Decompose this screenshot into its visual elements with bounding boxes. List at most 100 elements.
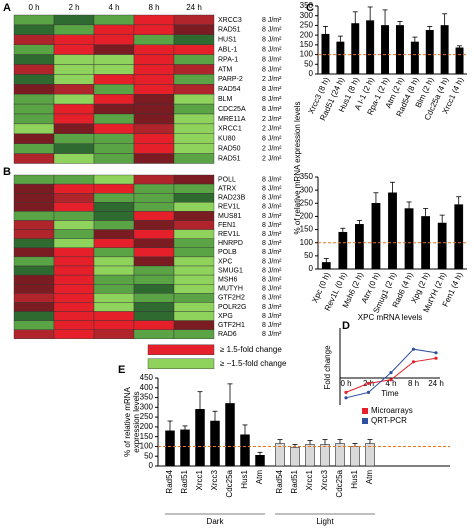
heatmap-cell bbox=[173, 74, 215, 85]
dose-label: 8 J/m² bbox=[262, 96, 282, 103]
heatmap-cell bbox=[53, 211, 95, 221]
gene-label: FEN1 bbox=[218, 222, 236, 229]
gene-label: ABL-1 bbox=[218, 46, 238, 53]
column-label: 2 h bbox=[68, 3, 79, 12]
gene-label: MUS81 bbox=[218, 213, 241, 220]
gene-label: GTF2H2 bbox=[218, 295, 245, 302]
heatmap-cell bbox=[53, 44, 95, 55]
heatmap-cell bbox=[173, 247, 215, 258]
legend-label: ≥ 1.5-fold change bbox=[220, 345, 282, 354]
gene-label: REV1L bbox=[218, 204, 240, 211]
heatmap-cell bbox=[173, 229, 215, 239]
point bbox=[366, 381, 371, 385]
heatmap-cell bbox=[133, 274, 175, 285]
heatmap-cell bbox=[133, 211, 175, 221]
dose-label: 8 J/m² bbox=[262, 267, 282, 274]
heatmap-cell bbox=[173, 174, 215, 185]
bar bbox=[195, 409, 205, 467]
y-tick-label: 100 bbox=[300, 238, 314, 247]
heatmap-cell bbox=[13, 284, 55, 294]
heatmap-cell bbox=[53, 143, 95, 154]
y-tick-label: 250 bbox=[300, 21, 314, 30]
heatmap-cell bbox=[53, 265, 95, 276]
dose-label: 8 J/m² bbox=[262, 204, 282, 211]
y-tick-label: 450 bbox=[140, 373, 154, 382]
heatmap-cell bbox=[93, 84, 135, 95]
dose-label: 8 J/m² bbox=[262, 46, 282, 53]
heatmap-cell bbox=[53, 320, 95, 330]
dose-label: 8 J/m² bbox=[262, 313, 282, 320]
y-tick-label: 350 bbox=[300, 1, 314, 10]
gene-label: XPG bbox=[218, 313, 233, 320]
heatmap-cell bbox=[53, 329, 95, 340]
heatmap-cell bbox=[93, 174, 135, 185]
bar bbox=[210, 420, 220, 467]
dose-label: 2 J/m² bbox=[262, 76, 282, 83]
y-tick-label: 250 bbox=[140, 412, 154, 421]
column-label: 4 h bbox=[108, 3, 119, 12]
gene-label: BLM bbox=[218, 96, 233, 103]
heatmap-cell bbox=[13, 14, 55, 26]
dose-label: 8 J/m² bbox=[262, 286, 282, 293]
dose-label: 8 J/m² bbox=[262, 17, 282, 24]
heatmap-cell bbox=[53, 220, 95, 230]
heatmap-cell bbox=[93, 311, 135, 321]
point bbox=[434, 356, 438, 360]
y-axis-label: expression levels bbox=[132, 391, 141, 452]
dose-label: 2 J/m² bbox=[262, 155, 282, 162]
panel-label: A bbox=[3, 2, 11, 14]
heatmap-cell bbox=[133, 238, 175, 248]
heatmap-cell bbox=[173, 311, 215, 321]
heatmap-cell bbox=[13, 183, 55, 194]
heatmap-cell bbox=[13, 192, 55, 203]
gene-label: RPA-1 bbox=[218, 56, 238, 63]
heatmap-cell bbox=[133, 143, 175, 154]
bar bbox=[440, 25, 449, 75]
heatmap-cell bbox=[133, 311, 175, 321]
legend-label: ≥ −1.5-fold change bbox=[220, 359, 287, 368]
dose-label: 2 J/m² bbox=[262, 116, 282, 123]
heatmap-cell bbox=[133, 34, 175, 45]
heatmap-cell bbox=[93, 265, 135, 276]
bar bbox=[336, 41, 345, 75]
heatmap-cell bbox=[93, 103, 135, 115]
heatmap-cell bbox=[53, 153, 95, 164]
heatmap-cell bbox=[173, 183, 215, 194]
legend-swatch bbox=[147, 358, 215, 369]
heatmap-cell bbox=[133, 174, 175, 185]
heatmap-cell bbox=[13, 84, 55, 95]
y-tick-label: 200 bbox=[140, 422, 154, 431]
gene-label: POLR2G bbox=[218, 304, 246, 311]
heatmap-cell bbox=[13, 329, 55, 340]
dose-label: 8 J/m² bbox=[262, 213, 282, 220]
x-tick-label: Xrcc3 bbox=[320, 469, 329, 490]
heatmap-cell bbox=[53, 183, 95, 194]
heatmap-cell bbox=[133, 329, 175, 340]
point bbox=[411, 360, 416, 364]
heatmap-cell bbox=[13, 238, 55, 248]
gene-label: MSH6 bbox=[218, 276, 238, 283]
gene-label: HNRPD bbox=[218, 240, 243, 247]
heatmap-cell bbox=[133, 64, 175, 75]
dose-label: 8 J/m² bbox=[262, 295, 282, 302]
heatmap-cell bbox=[53, 113, 95, 125]
dose-label: 2 J/m² bbox=[262, 145, 282, 152]
heatmap-cell bbox=[93, 24, 135, 35]
dose-label: 8 J/m² bbox=[262, 249, 282, 256]
heatmap-cell bbox=[133, 153, 175, 164]
dose-label: 8 J/m² bbox=[262, 176, 282, 183]
gene-label: GTF2H1 bbox=[218, 322, 245, 329]
bar bbox=[388, 192, 397, 270]
y-tick-label: 200 bbox=[300, 30, 314, 39]
y-tick-label: 0 bbox=[309, 264, 314, 273]
y-tick-label: 250 bbox=[300, 198, 314, 207]
heatmap-cell bbox=[53, 14, 95, 26]
heatmap-cell bbox=[53, 24, 95, 35]
heatmap-cell bbox=[133, 265, 175, 276]
heatmap-cell bbox=[173, 192, 215, 203]
heatmap-cell bbox=[173, 256, 215, 267]
heatmap-cell bbox=[93, 238, 135, 248]
heatmap-cell bbox=[13, 143, 55, 154]
heatmap-cell bbox=[93, 247, 135, 258]
